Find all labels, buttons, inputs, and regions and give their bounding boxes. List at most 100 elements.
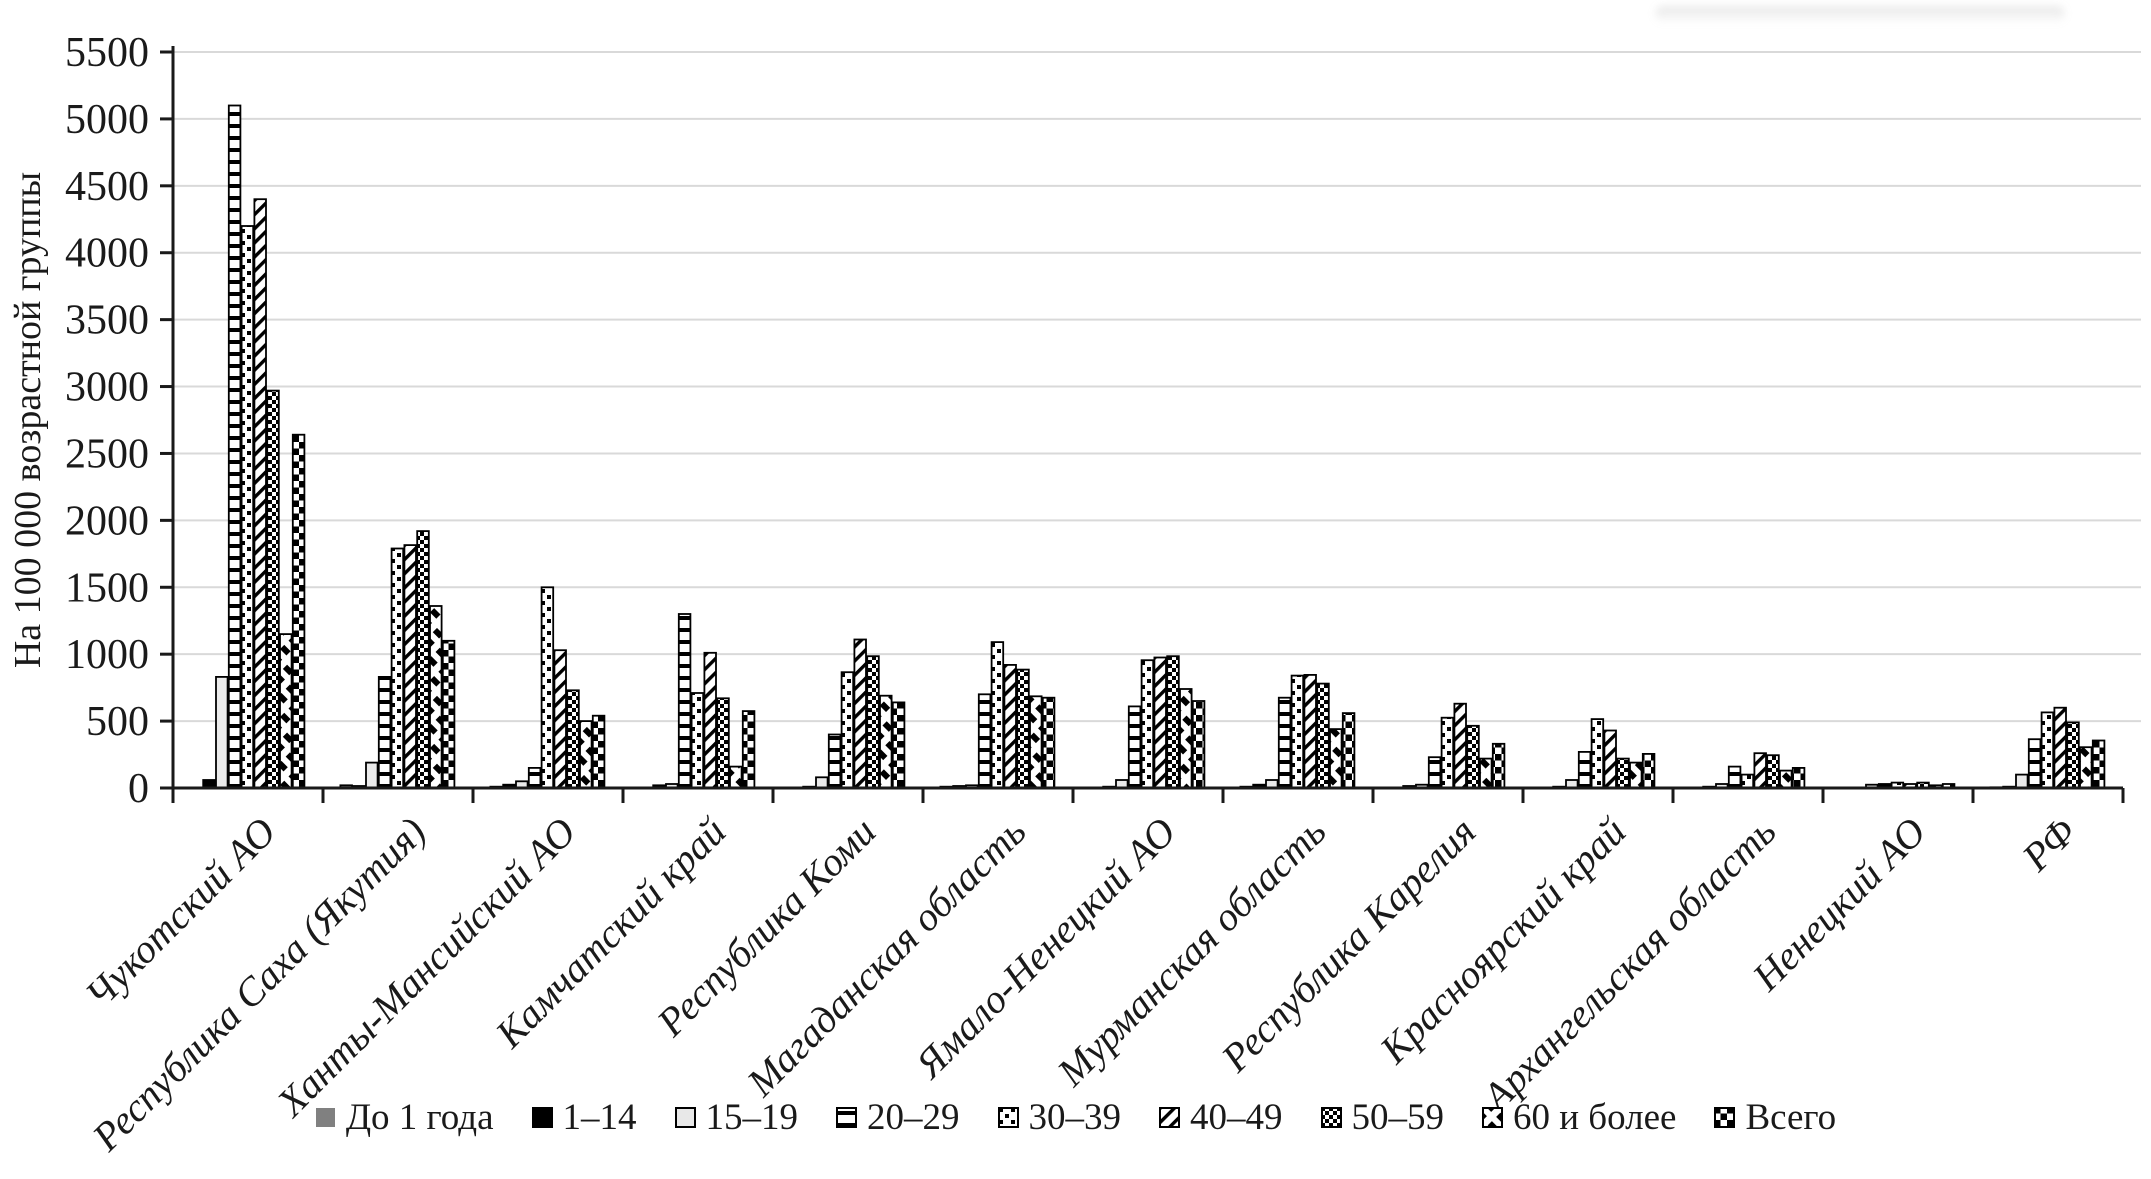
x-category-label: Магаданская область (737, 809, 1034, 1106)
y-axis-title: На 100 000 возрастной группы (7, 172, 49, 668)
bar-s5-c1 (403, 544, 417, 789)
bar-s3-c2 (527, 767, 542, 789)
legend-label: 50–59 (1351, 1097, 1445, 1138)
bar-s3-c4 (827, 733, 842, 789)
bar-s7-c3 (729, 765, 743, 789)
legend-swatch-icon (1482, 1107, 1503, 1128)
bar-s4-c8 (1440, 716, 1455, 789)
x-category-label: Ханты-Мансийский АО (267, 809, 585, 1127)
bar-s7-c8 (1479, 757, 1493, 789)
bar-s5-c2 (553, 649, 567, 789)
bar-s4-c2 (540, 586, 555, 789)
legend-label: Всего (1745, 1097, 1837, 1138)
bar-s6-c8 (1466, 724, 1480, 789)
legend-swatch-icon (1159, 1107, 1180, 1128)
bar-s8-c9 (1641, 753, 1656, 789)
y-tick-label: 0 (128, 766, 149, 812)
bar-s7-c5 (1029, 695, 1043, 789)
x-category-label: Архангельская область (1472, 809, 1785, 1122)
bar-s5-c6 (1153, 656, 1167, 789)
bar-s6-c1 (416, 530, 430, 789)
bar-s5-c3 (703, 651, 717, 789)
bar-s5-c5 (1003, 664, 1017, 789)
y-tick-label: 3500 (65, 298, 149, 344)
bar-s6-c2 (566, 689, 580, 789)
bar-s6-c12 (2066, 721, 2080, 789)
y-tick-label: 1500 (65, 565, 149, 611)
legend-label: 15–19 (705, 1097, 799, 1138)
bar-s6-c6 (1166, 655, 1180, 789)
bar-s8-c4 (891, 701, 906, 789)
legend-item: 50–59 (1320, 1096, 1445, 1139)
bar-s3-c9 (1577, 751, 1592, 789)
bar-s3-c10 (1727, 765, 1742, 789)
legend-swatch-icon (1320, 1107, 1342, 1128)
legend-item: 30–39 (997, 1096, 1121, 1139)
bar-s4-c0 (240, 225, 255, 789)
y-tick-label: 4500 (65, 164, 149, 210)
bar-s7-c4 (879, 694, 893, 789)
bar-s7-c6 (1179, 688, 1193, 789)
chart-legend: До 1 года 1–14 15–19 20–29 30–39 40–49 50–59 60… (0, 1096, 2151, 1139)
bar-s7-c2 (579, 720, 593, 789)
bar-s7-c10 (1779, 769, 1793, 789)
bar-s7-c12 (2079, 746, 2093, 789)
legend-swatch-icon (1714, 1107, 1736, 1128)
bar-s6-c0 (266, 389, 280, 789)
bar-s6-c4 (866, 655, 880, 789)
y-tick-label: 5000 (65, 97, 149, 143)
legend-label: До 1 года (345, 1097, 494, 1138)
bar-s8-c1 (441, 639, 456, 789)
legend-label: 1–14 (562, 1097, 637, 1138)
y-tick-label: 500 (86, 699, 149, 745)
legend-item: 15–19 (674, 1096, 799, 1139)
bar-s5-c12 (2053, 706, 2067, 789)
bar-s8-c2 (591, 714, 606, 789)
x-category-label: РФ (2013, 809, 2085, 881)
bar-s2-c4 (815, 776, 829, 789)
bar-s8-c8 (1491, 742, 1506, 789)
bar-s3-c12 (2027, 738, 2042, 789)
bar-s5-c9 (1603, 729, 1617, 789)
bar-s2-c12 (2015, 773, 2029, 789)
legend-item: 60 и более (1482, 1096, 1676, 1139)
bar-s3-c3 (677, 613, 692, 789)
y-tick-label: 2500 (65, 431, 149, 477)
bar-s7-c0 (279, 633, 293, 789)
legend-swatch-icon (315, 1108, 335, 1127)
bar-s5-c0 (253, 198, 267, 789)
y-tick-label: 3000 (65, 365, 149, 411)
y-tick-label: 5500 (65, 30, 149, 76)
bar-s7-c7 (1329, 728, 1343, 789)
bar-s2-c1 (365, 761, 379, 789)
bar-s3-c6 (1127, 705, 1142, 789)
bar-s4-c9 (1590, 718, 1605, 789)
bar-s8-c0 (291, 433, 306, 789)
bar-s3-c8 (1427, 756, 1442, 789)
legend-item: До 1 года (315, 1096, 494, 1139)
legend-label: 60 и более (1513, 1097, 1677, 1138)
legend-swatch-icon (997, 1107, 1019, 1128)
bar-s6-c5 (1016, 668, 1030, 789)
bar-s4-c10 (1740, 773, 1755, 789)
bar-s4-c6 (1140, 659, 1155, 789)
bar-s8-c3 (741, 710, 756, 789)
bar-s5-c7 (1303, 674, 1317, 789)
bar-s8-c5 (1041, 696, 1056, 789)
bar-s4-c1 (390, 547, 405, 789)
bar-s8-c6 (1191, 700, 1206, 789)
bar-s4-c5 (990, 641, 1005, 789)
bar-s8-c10 (1791, 767, 1806, 789)
bar-s4-c7 (1290, 674, 1305, 789)
bar-s8-c7 (1341, 712, 1356, 789)
bar-s3-c0 (227, 104, 242, 789)
legend-label: 20–29 (867, 1097, 960, 1138)
x-category-label: Республика Карелия (1212, 809, 1484, 1081)
legend-item: Всего (1714, 1096, 1836, 1139)
bar-s4-c3 (690, 692, 705, 789)
x-category-label: Мурманская область (1048, 809, 1335, 1096)
x-category-label: Ямало-Ненецкий АО (905, 809, 1184, 1088)
legend-swatch-icon (836, 1107, 857, 1128)
bar-s7-c1 (429, 605, 443, 789)
